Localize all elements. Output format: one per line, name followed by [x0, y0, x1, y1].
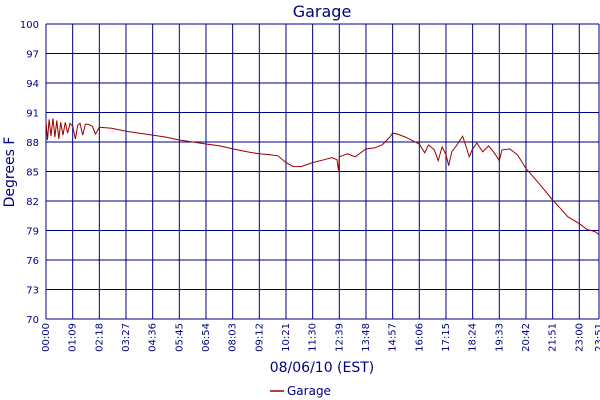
- x-tick-label: 09:12: [254, 323, 265, 352]
- x-tick-label: 05:45: [174, 323, 185, 352]
- x-tick-label: 08:03: [228, 323, 239, 352]
- x-tick-label: 01:09: [68, 323, 79, 352]
- x-tick-label: 23:00: [574, 323, 585, 352]
- y-tick-label: 85: [26, 168, 39, 179]
- y-tick-label: 100: [20, 20, 39, 31]
- x-axis-label: 08/06/10 (EST): [270, 360, 375, 376]
- x-tick-label: 19:33: [494, 323, 505, 352]
- legend: Garage: [270, 384, 331, 398]
- x-tick-label: 13:48: [361, 323, 372, 352]
- x-tick-label: 12:39: [334, 323, 345, 352]
- y-tick-label: 70: [26, 315, 39, 326]
- x-tick-label: 18:24: [468, 323, 479, 352]
- x-tick-label: 06:54: [201, 323, 212, 352]
- chart-title: Garage: [293, 2, 352, 21]
- y-tick-label: 94: [26, 79, 39, 90]
- x-tick-label: 21:51: [548, 323, 559, 352]
- y-tick-label: 97: [26, 50, 39, 61]
- x-tick-label: 14:57: [388, 323, 399, 352]
- x-tick-label: 04:36: [148, 323, 159, 352]
- y-tick-label: 91: [26, 109, 39, 120]
- chart-grid: [45, 23, 600, 320]
- chart-axes: 70 73 76 79 82 85 88 91 94 97 100 00:00 01:09 02:18 03…: [20, 20, 600, 352]
- y-tick-label: 73: [26, 286, 39, 297]
- x-tick-label: 03:27: [121, 323, 132, 352]
- series-line-garage: [45, 118, 600, 235]
- x-tick-label: 00:00: [41, 323, 52, 352]
- x-tick-label: 10:21: [281, 323, 292, 352]
- y-tick-label: 82: [26, 197, 39, 208]
- x-tick-label: 11:30: [308, 323, 319, 352]
- y-axis-label: Degrees F: [2, 137, 18, 208]
- x-tick-label: 20:42: [521, 323, 532, 352]
- y-tick-label: 76: [26, 256, 39, 267]
- y-tick-label: 88: [26, 138, 39, 149]
- y-tick-label: 79: [26, 227, 39, 238]
- x-tick-label: 23:51: [594, 323, 600, 352]
- x-tick-label: 02:18: [94, 323, 105, 352]
- legend-label-garage: Garage: [287, 384, 331, 398]
- x-tick-label: 17:15: [441, 323, 452, 352]
- x-tick-label: 16:06: [414, 323, 425, 352]
- chart-series: [45, 118, 600, 235]
